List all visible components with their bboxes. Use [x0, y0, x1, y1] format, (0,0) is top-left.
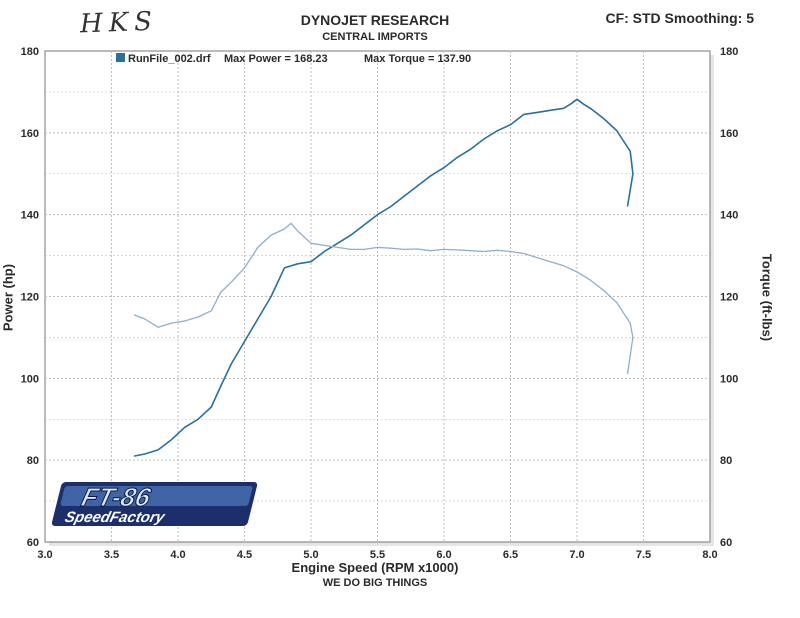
y-tick-label-right: 60: [720, 537, 732, 549]
y-tick-label-left: 60: [27, 537, 39, 549]
x-tick-label: 8.0: [702, 549, 717, 561]
y-tick-label-right: 180: [720, 46, 738, 58]
chart-subtitle: CENTRAL IMPORTS: [322, 31, 428, 43]
y-tick-label-right: 140: [720, 210, 738, 222]
x-tick-label: 6.5: [503, 549, 518, 561]
legend-swatch: [116, 53, 125, 62]
x-tick-label: 5.0: [303, 549, 318, 561]
y-tick-label-left: 160: [21, 128, 39, 140]
y-tick-label-left: 180: [21, 46, 39, 58]
legend-max-torque: Max Torque = 137.90: [364, 53, 471, 65]
settings-info: CF: STD Smoothing: 5: [605, 10, 754, 26]
y-tick-label-left: 80: [27, 455, 39, 467]
x-tick-label: 6.0: [436, 549, 451, 561]
y-axis-label-right: Torque (ft-lbs): [759, 253, 775, 342]
series-line-power: [133, 98, 634, 457]
y-tick-label-right: 120: [720, 292, 738, 304]
y-tick-label-left: 140: [21, 210, 39, 222]
x-tick-label: 4.0: [170, 549, 185, 561]
ft86-logo: FT-86 SpeedFactory: [51, 482, 258, 526]
y-tick-label-right: 160: [720, 128, 738, 140]
y-tick-label-right: 80: [720, 455, 732, 467]
y-tick-label-left: 120: [21, 292, 39, 304]
x-tick-label: 4.5: [237, 549, 252, 561]
x-tick-label: 5.5: [370, 549, 385, 561]
y-tick-label-right: 100: [720, 373, 738, 385]
logo-line2: SpeedFactory: [63, 509, 168, 526]
legend-run: RunFile_002.drf: [128, 53, 211, 65]
y-tick-label-left: 100: [21, 373, 39, 385]
y-axis-label-left: Power (hp): [0, 263, 16, 332]
chart-title: DYNOJET RESEARCH: [300, 12, 450, 28]
legend-max-power: Max Power = 168.23: [224, 53, 328, 65]
x-tick-label: 7.5: [636, 549, 651, 561]
series-line-torque: [133, 222, 634, 375]
logo-line1: FT-86: [79, 482, 155, 512]
x-tick-label: 3.5: [104, 549, 119, 561]
x-tick-label: 3.0: [37, 549, 52, 561]
footer-tagline: WE DO BIG THINGS: [322, 577, 428, 589]
x-axis-label: Engine Speed (RPM x1000): [291, 560, 459, 575]
x-tick-label: 7.0: [569, 549, 584, 561]
